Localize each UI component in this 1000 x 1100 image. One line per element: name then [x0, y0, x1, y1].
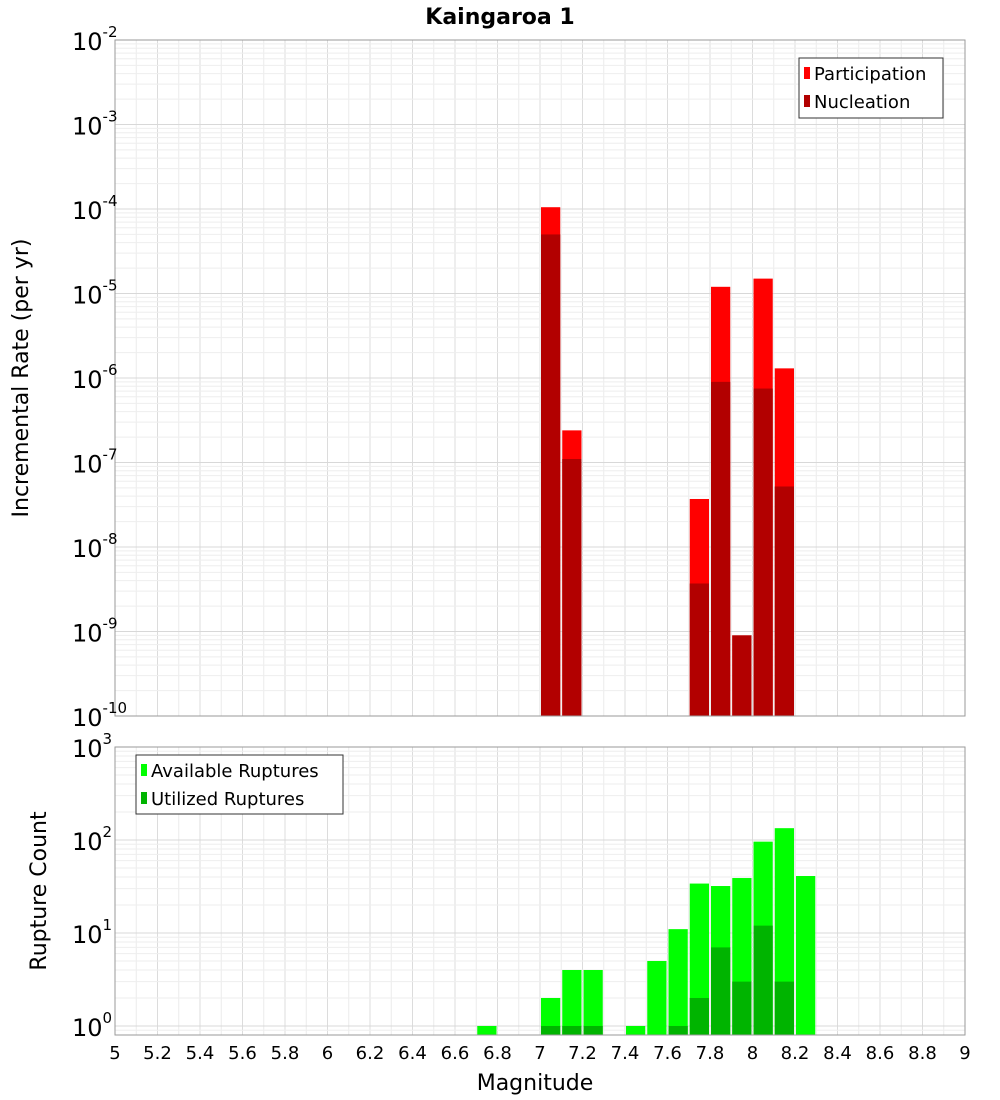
y-tick-label: 102	[72, 823, 112, 856]
y-tick-label: 10-4	[72, 192, 118, 225]
bar	[711, 381, 731, 716]
bar	[774, 486, 794, 716]
x-tick-label: 6.2	[356, 1043, 385, 1064]
y-tick-label: 10-10	[72, 699, 127, 732]
legend-label: Available Ruptures	[151, 761, 319, 782]
x-tick-label: 7.4	[611, 1043, 640, 1064]
bar	[753, 388, 773, 716]
bar	[732, 981, 752, 1035]
x-tick-label: 5.4	[186, 1043, 215, 1064]
legend-label: Nucleation	[814, 92, 910, 113]
series-secondary	[541, 234, 794, 717]
bar	[732, 635, 752, 716]
bar	[774, 981, 794, 1035]
bar	[477, 1025, 497, 1035]
y-tick-label: 10-8	[72, 530, 118, 563]
bar	[541, 1025, 561, 1035]
y-axis-label: Incremental Rate (per yr)	[9, 239, 34, 518]
x-tick-label: 7.8	[696, 1043, 725, 1064]
bar	[689, 997, 709, 1035]
plot-border	[114, 39, 966, 717]
y-tick-label: 10-3	[72, 108, 118, 141]
x-axis-label: Magnitude	[477, 1071, 594, 1096]
y-tick-label: 101	[72, 916, 112, 949]
y-tick-label: 10-2	[72, 23, 118, 56]
chart-title: Kaingaroa 1	[425, 5, 574, 30]
x-tick-label: 8.4	[823, 1043, 852, 1064]
y-tick-label: 10-7	[72, 446, 118, 479]
y-tick-label: 10-9	[72, 615, 118, 648]
y-tick-label: 10-6	[72, 361, 118, 394]
x-tick-label: 7.6	[653, 1043, 682, 1064]
x-tick-label: 5.8	[271, 1043, 300, 1064]
x-tick-label: 8.2	[781, 1043, 810, 1064]
x-tick-label: 5.2	[143, 1043, 172, 1064]
bar	[668, 1025, 688, 1035]
bar	[583, 1025, 603, 1035]
y-axis-label: Rupture Count	[27, 811, 52, 971]
series-secondary	[541, 925, 794, 1035]
x-tick-label: 6.4	[398, 1043, 427, 1064]
bar	[562, 459, 582, 716]
x-tick-label: 7.2	[568, 1043, 597, 1064]
legend: Participation Nucleation	[798, 57, 944, 119]
bar	[626, 1025, 646, 1035]
x-tick-label: 7	[534, 1043, 545, 1064]
bar	[562, 1025, 582, 1035]
plot-border	[114, 746, 966, 1036]
chart-panel-2: 103 102 101 100 Rupture Count 5 5.2 5.4 5.6 5.8 6 6…	[27, 730, 971, 1096]
legend-swatch	[804, 67, 810, 79]
legend-label: Participation	[814, 64, 926, 85]
x-tick-label: 5	[109, 1043, 120, 1064]
legend-swatch	[141, 792, 147, 804]
x-tick-label: 8.6	[866, 1043, 895, 1064]
x-tick-label: 6.8	[483, 1043, 512, 1064]
bar	[541, 234, 561, 717]
legend: Available Ruptures Utilized Ruptures	[135, 754, 344, 815]
x-tick-label: 5.6	[228, 1043, 257, 1064]
bar	[647, 960, 667, 1035]
bar	[796, 876, 816, 1035]
legend-swatch	[804, 95, 810, 107]
y-tick-label: 103	[72, 730, 112, 763]
x-tick-label: 6	[322, 1043, 333, 1064]
x-tick-label: 8.8	[908, 1043, 937, 1064]
x-tick-label: 8	[747, 1043, 758, 1064]
bar	[753, 925, 773, 1035]
legend-swatch	[141, 764, 147, 776]
bar	[541, 997, 561, 1035]
y-tick-label: 10-5	[72, 277, 118, 310]
bar	[689, 883, 709, 1035]
legend-label: Utilized Ruptures	[151, 789, 304, 810]
bar	[689, 583, 709, 716]
bar	[583, 969, 603, 1035]
x-tick-label: 9	[959, 1043, 970, 1064]
grid	[114, 39, 966, 717]
bar	[562, 969, 582, 1035]
x-tick-label: 6.6	[441, 1043, 470, 1064]
chart-panel-1: 10-2 10-3 10-4 10-5 10-6 10-7 10-8 10-9 10-10 Inc…	[9, 5, 966, 732]
bar	[711, 947, 731, 1035]
bar	[668, 929, 688, 1035]
y-tick-label: 100	[72, 1009, 112, 1042]
